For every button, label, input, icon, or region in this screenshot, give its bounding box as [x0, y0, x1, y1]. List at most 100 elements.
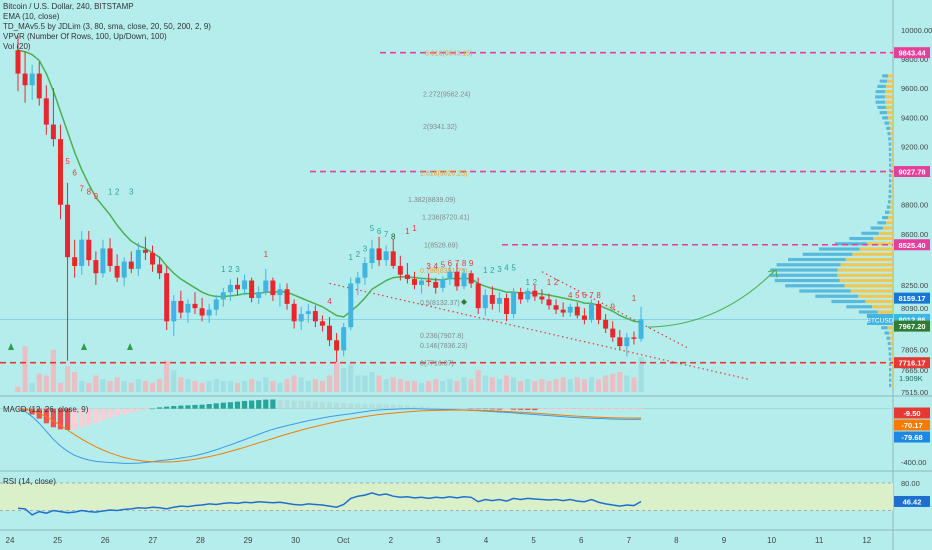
td-count-label: 2 — [554, 278, 559, 287]
vpvr-row-up — [884, 331, 890, 335]
candle-body — [376, 248, 382, 261]
volume-bar — [574, 377, 580, 392]
td-count-label: 3 — [363, 244, 368, 253]
volume-bar — [206, 381, 212, 392]
price-label-box — [894, 357, 930, 369]
candle-body — [206, 309, 212, 316]
volume-bar — [511, 377, 517, 392]
td-count-label: 1 — [349, 253, 354, 262]
td-count-label: 3 — [235, 265, 240, 274]
macd-histogram-bar — [291, 400, 297, 409]
macd-histogram-bar — [185, 405, 191, 409]
volume-bar — [234, 382, 241, 392]
price-tick-label: 9200.00 — [901, 142, 928, 151]
volume-bar — [376, 375, 382, 392]
volume-bar — [93, 375, 99, 392]
macd-histogram-bar — [121, 408, 127, 415]
macd-value-label-box — [894, 431, 930, 443]
vpvr-row-down — [882, 226, 893, 230]
rsi-legend[interactable]: RSI (14, close) — [3, 477, 56, 486]
td-count-label: 4 — [433, 262, 438, 271]
vpvr-row-down — [890, 200, 893, 204]
macd-value-label: -79.68 — [901, 433, 922, 442]
candle-body — [79, 239, 85, 266]
price-tick-label: 7665.00 — [901, 366, 928, 375]
vpvr-row-up — [831, 299, 866, 304]
volume-bar — [454, 381, 460, 392]
legend-td[interactable]: TD_MAv5.5 by JDLim (3, 80, sma, close, 2… — [3, 22, 211, 31]
volume-bar — [355, 375, 361, 392]
td-count-label: 5 — [441, 260, 446, 269]
volume-bar — [277, 382, 283, 392]
vpvr-row-up — [888, 378, 892, 382]
td-count-label: 1 — [264, 250, 269, 259]
vpvr-row-up — [870, 226, 883, 230]
macd-legend[interactable]: MACD (12, 26, close, 9) — [3, 405, 89, 414]
td-count-label: 7 — [455, 259, 460, 268]
vpvr-row-down — [884, 95, 893, 99]
td-count-label: 5 — [65, 157, 70, 166]
vpvr-row-up — [877, 105, 886, 109]
candle-body — [355, 277, 361, 284]
price-label: 7716.17 — [898, 359, 925, 368]
macd-line — [17, 408, 642, 464]
vpvr-row-up — [882, 74, 889, 78]
macd-histogram-bar — [411, 406, 418, 409]
vpvr-row-up — [785, 284, 845, 288]
vpvr-row-down — [891, 357, 893, 361]
volume-bar — [475, 370, 481, 392]
legend-vpvr[interactable]: VPVR (Number Of Rows, 100, Up/Down, 100) — [3, 32, 167, 41]
volume-bar — [440, 381, 446, 392]
price-labels: 9843.44 9027.78 8525.40 8159.17 BTCUSD 8012.8… — [867, 47, 930, 507]
volume-bar — [631, 377, 637, 392]
legend-vol[interactable]: Vol (20) — [3, 42, 31, 51]
vpvr-row-down — [888, 74, 893, 78]
price-label: 9843.44 — [898, 49, 926, 58]
vpvr-row-down — [840, 263, 893, 267]
candle-body — [100, 248, 106, 274]
vpvr-row-up — [858, 310, 878, 314]
price-label: 7967.20 — [898, 322, 925, 331]
candle-body — [581, 315, 587, 320]
candle-body — [50, 124, 56, 140]
rsi-value-label-box — [894, 495, 930, 507]
volume-bar — [624, 375, 630, 392]
vpvr-row-up — [846, 305, 872, 309]
td-count-label: 3 — [497, 265, 502, 274]
trendlines — [329, 269, 778, 381]
candle-body — [22, 73, 28, 86]
vpvr-row-up — [888, 368, 892, 372]
candle-body — [242, 280, 248, 290]
candle-body — [560, 309, 566, 313]
macd-histogram-bar — [433, 407, 439, 409]
candle-body — [468, 273, 474, 284]
vpvr-row-down — [885, 90, 893, 94]
vpvr-row-up — [799, 289, 851, 293]
volume-bar — [135, 379, 141, 392]
td-count-label: 2 — [490, 266, 495, 275]
td-count-label: 2 — [533, 278, 538, 287]
fib-label: 1.618(9020.23) — [420, 171, 467, 178]
macd-histogram-bar — [305, 401, 311, 409]
vpvr-row-up — [882, 116, 889, 120]
vpvr-row-up — [888, 347, 891, 351]
candle-body — [93, 260, 99, 274]
macd-histogram-bar — [518, 408, 524, 410]
macd-histogram-bar — [107, 408, 113, 419]
legend-ema[interactable]: EMA (10, close) — [3, 12, 60, 21]
candle-body — [86, 239, 92, 261]
time-tick-label: 7 — [627, 536, 632, 545]
fib-label: 2(9341.32) — [423, 124, 457, 131]
vpvr-row-down — [885, 100, 893, 104]
vpvr-row-up — [888, 163, 892, 167]
candle-body — [539, 296, 545, 300]
td-count-label: 2 — [228, 265, 233, 274]
candle-body — [319, 321, 325, 326]
macd-histogram-bar — [64, 408, 71, 430]
price-label: 8012.86 — [898, 315, 925, 324]
candle-body — [489, 295, 495, 304]
volume-bar — [447, 379, 453, 392]
macd-histogram-bar — [93, 408, 99, 424]
